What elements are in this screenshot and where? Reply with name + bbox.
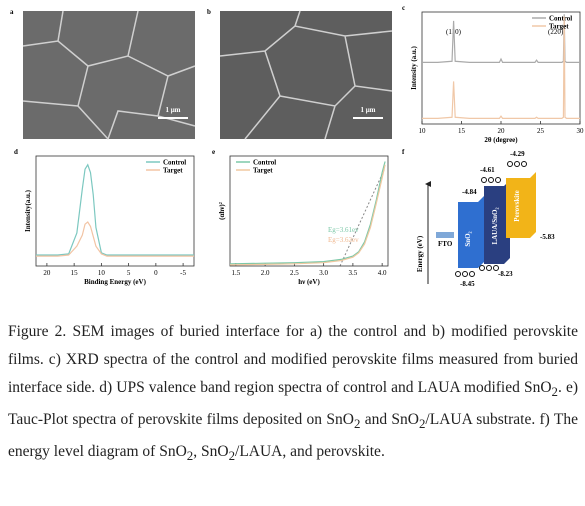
x-tick-label: 20 xyxy=(43,269,51,277)
x-tick-label: 4.0 xyxy=(378,269,387,277)
x-tick-label: 10 xyxy=(98,269,106,277)
panel-label: c xyxy=(402,4,405,12)
legend-label: Target xyxy=(163,167,183,175)
grain-boundaries xyxy=(219,10,393,140)
annotation: (220) xyxy=(548,28,564,36)
x-tick-label: 20 xyxy=(498,127,506,135)
series-line xyxy=(36,221,194,257)
x-tick-label: 5 xyxy=(127,269,131,277)
plot-frame xyxy=(229,155,389,267)
level-label: -4.84 xyxy=(462,188,477,196)
y-axis-label: (αhν)² xyxy=(218,202,226,220)
panel-label: e xyxy=(212,148,215,156)
x-tick-label: 30 xyxy=(577,127,585,135)
perovskite-box xyxy=(506,172,536,238)
series-line xyxy=(36,163,194,256)
subscript: 2 xyxy=(418,416,426,432)
level-label: -8.23 xyxy=(498,270,513,278)
sem-image xyxy=(220,11,392,139)
caption-text: , SnO xyxy=(193,443,229,461)
subscript: 2 xyxy=(186,448,194,464)
sem-a: a 1 μm xyxy=(10,8,196,140)
series-line xyxy=(422,16,580,119)
y-axis-label: Intensity(a.u.) xyxy=(24,189,32,232)
x-tick-label: 3.0 xyxy=(319,269,328,277)
layer-label: FTO xyxy=(438,240,453,248)
x-tick-label: 15 xyxy=(458,127,466,135)
level-label: -5.83 xyxy=(540,233,555,241)
tangent xyxy=(339,167,386,267)
x-tick-label: 1.5 xyxy=(231,269,240,277)
panel-label: b xyxy=(207,8,211,16)
panel-label: f xyxy=(402,148,405,156)
layer-label: Perovskite xyxy=(513,190,521,221)
legend-label: Control xyxy=(549,15,572,23)
x-axis-label: 2θ (degree) xyxy=(484,136,518,144)
scale-label: 1 μm xyxy=(165,106,180,114)
legend-label: Control xyxy=(253,159,276,167)
series-line xyxy=(229,161,386,265)
x-tick-label: 3.5 xyxy=(349,269,358,277)
x-tick-label: 10 xyxy=(419,127,427,135)
laua-box xyxy=(484,180,510,264)
axis-label: Energy (eV) xyxy=(416,235,424,272)
panel-label: d xyxy=(14,148,18,156)
chart-d: d 20 15 10 5 0 -5 Binding Energy (eV) Intensity… xyxy=(14,148,195,286)
caption-text: . e) Tauc-Plot spectra of perovskite fil… xyxy=(8,379,578,429)
caption-text: Figure 2. SEM images of buried interface… xyxy=(8,323,578,396)
sno2-box xyxy=(458,196,484,268)
fto-bar xyxy=(436,232,454,238)
legend-label: Control xyxy=(163,159,186,167)
energy-diagram: f Energy (eV) FTO SnO₂ LAUA/SnO₂ Perovsk… xyxy=(402,148,555,288)
caption: Figure 2. SEM images of buried interface… xyxy=(8,318,578,470)
y-axis-label: Intensity (a.u.) xyxy=(410,45,418,89)
caption-text: /LAUA substrate. f) The energy level dia… xyxy=(8,411,578,461)
x-tick-label: 15 xyxy=(71,269,79,277)
layer-label: LAUA/SnO₂ xyxy=(491,207,499,244)
layer-label: SnO₂ xyxy=(464,231,472,246)
sem-b: b 1 μm xyxy=(207,8,393,140)
annotation: Eg=3.61ev xyxy=(328,226,359,234)
chart-e: e Eg=3.61ev Eg=3.62ev 1.5 2.0 2.5 3.0 3.5 4.0… xyxy=(212,148,389,286)
panel-label: a xyxy=(10,8,14,16)
subscript: 2 xyxy=(353,416,361,432)
caption-text: /LAUA, and perovskite. xyxy=(235,443,385,461)
x-tick-label: 0 xyxy=(154,269,158,277)
x-tick-label: -5 xyxy=(180,269,186,277)
subscript: 2 xyxy=(551,384,558,400)
series-line xyxy=(229,164,386,266)
annotation: Eg=3.62ev xyxy=(328,236,359,244)
plot-frame xyxy=(35,155,195,267)
level-label: -4.29 xyxy=(510,150,525,158)
x-tick-label: 2.5 xyxy=(290,269,299,277)
electrons xyxy=(455,161,527,277)
grain-boundaries xyxy=(22,10,196,140)
x-axis-label: hν (eV) xyxy=(298,278,320,286)
level-label: -4.61 xyxy=(480,166,495,174)
legend-label: Target xyxy=(253,167,273,175)
legend-label: Target xyxy=(549,23,569,31)
x-axis-label: Binding Energy (eV) xyxy=(84,278,147,286)
level-label: -8.45 xyxy=(460,280,475,288)
x-tick-label: 25 xyxy=(537,127,545,135)
subscript: 2 xyxy=(228,448,236,464)
caption-text: and SnO xyxy=(360,411,419,429)
x-tick-label: 2.0 xyxy=(261,269,270,277)
scale-label: 1 μm xyxy=(360,106,375,114)
